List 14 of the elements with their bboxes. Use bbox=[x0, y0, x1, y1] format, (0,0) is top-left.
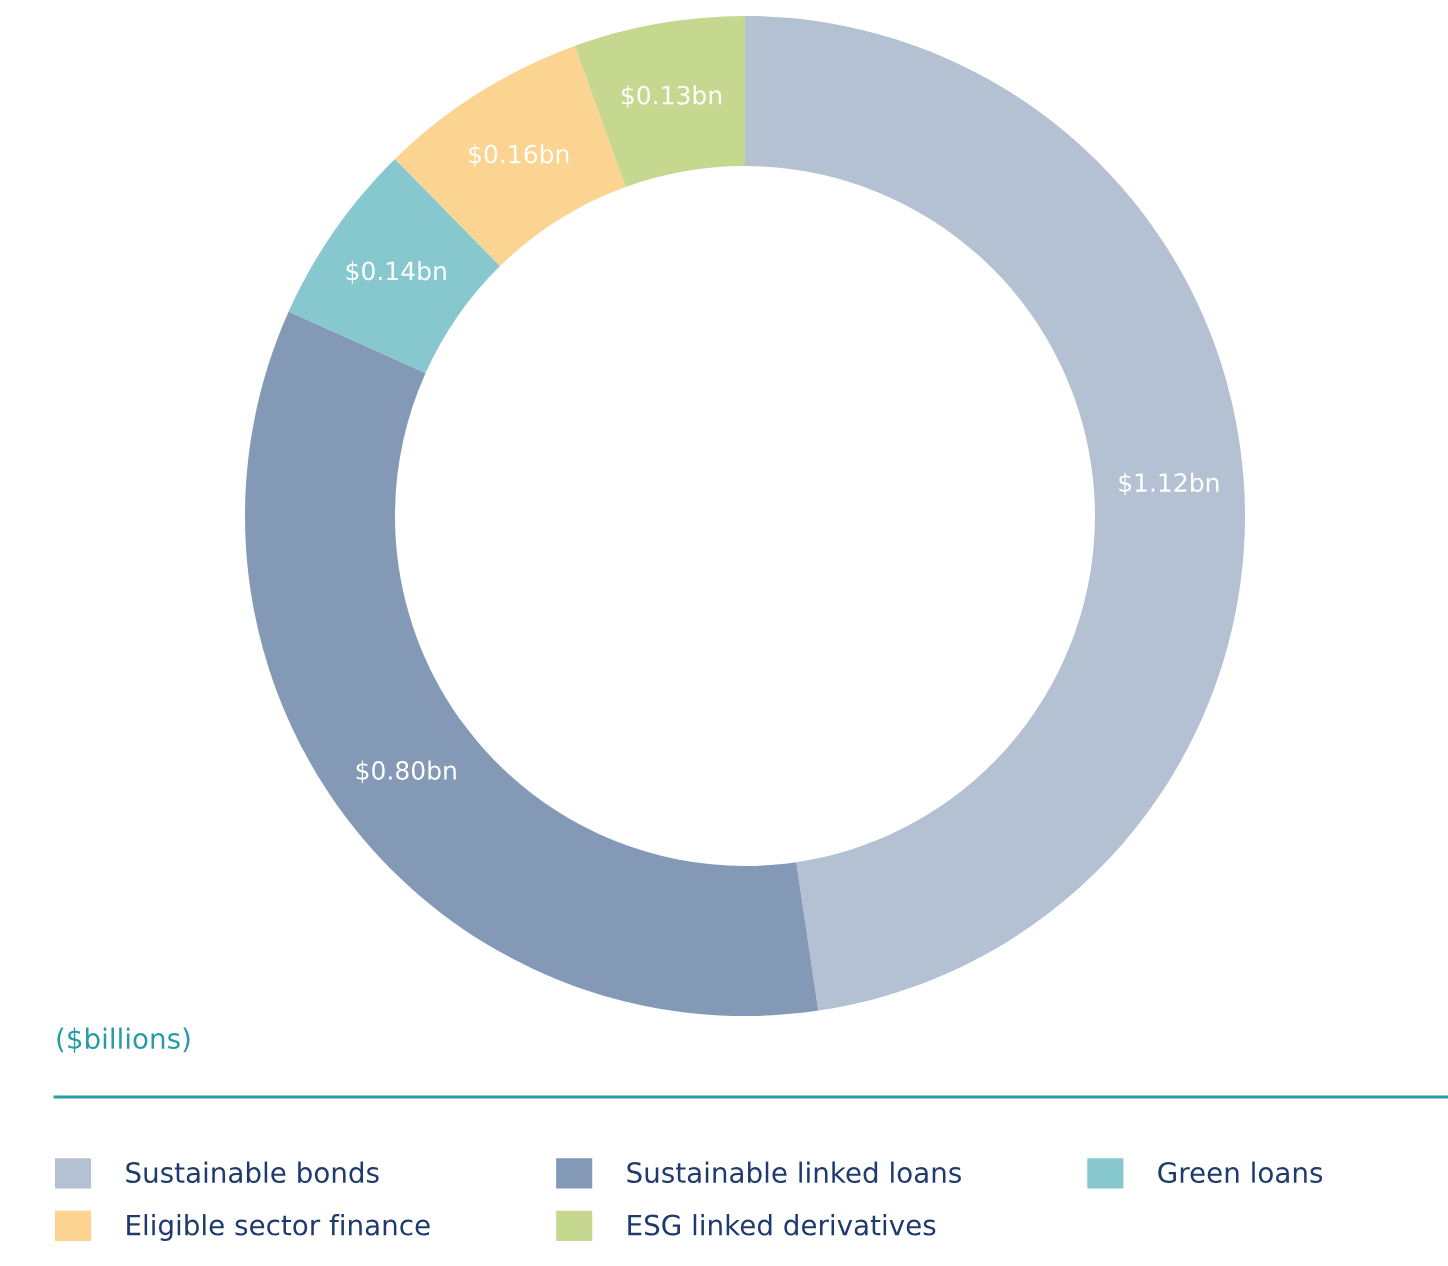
donut-slice bbox=[574, 16, 745, 187]
data-label: $0.16bn bbox=[469, 144, 569, 167]
data-label: $0.80bn bbox=[356, 760, 456, 784]
legend-label: Sustainable linked loans bbox=[627, 1161, 961, 1184]
legend-label: Sustainable bonds bbox=[126, 1161, 379, 1184]
data-label: $1.12bn bbox=[1119, 472, 1219, 496]
legend-label: Eligible sector finance bbox=[127, 1214, 430, 1241]
legend-label: Green loans bbox=[1158, 1161, 1323, 1184]
donut-slice bbox=[245, 311, 819, 1016]
text: ($billions) bbox=[57, 1027, 190, 1053]
data-label: $0.13bn bbox=[621, 85, 722, 108]
data-label: $0.14bn bbox=[346, 261, 446, 284]
legend-label: ESG linked derivatives bbox=[628, 1214, 936, 1236]
donut-slice bbox=[745, 16, 1245, 1011]
